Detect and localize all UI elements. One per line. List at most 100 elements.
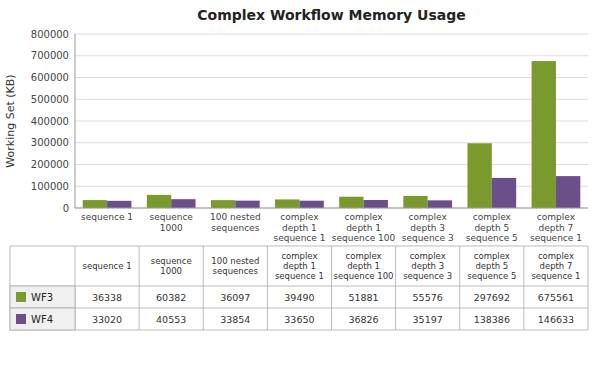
text-line: sequences — [213, 266, 259, 276]
bar — [467, 143, 491, 208]
text-line: sequence 5 — [466, 233, 518, 243]
y-tick-label: 700000 — [31, 50, 69, 61]
x-tick-label: complexdepth 7sequence 1 — [530, 212, 582, 243]
bar — [339, 197, 363, 208]
x-tick-label: sequence1000 — [150, 212, 194, 233]
text-line: depth 3 — [410, 223, 445, 233]
title: Complex Workflow Memory Usage — [197, 7, 465, 23]
text-line: complex — [473, 212, 512, 222]
table-value: 36826 — [348, 314, 378, 325]
y-tick-label: 100000 — [31, 181, 69, 192]
table-header: sequence1000 — [151, 256, 192, 276]
x-axis-line — [75, 208, 588, 209]
bar — [107, 201, 131, 208]
table-header: sequence 1 — [83, 261, 132, 271]
text-line: sequence 1 — [81, 212, 133, 222]
table-border — [10, 246, 588, 330]
table-row-line — [10, 286, 588, 287]
y-axis-label: Working Set (KB) — [4, 74, 17, 167]
text-line: complex — [537, 212, 576, 222]
bar — [171, 199, 195, 208]
legend-swatch — [16, 292, 26, 302]
text-line: sequence 100 — [332, 233, 396, 243]
y-tick-label: 0 — [63, 203, 69, 214]
x-tick-label: complexdepth 1sequence 100 — [332, 212, 396, 243]
grid-line — [75, 34, 588, 35]
text-line: depth 7 — [539, 223, 574, 233]
bar — [532, 61, 556, 208]
text-line: complex — [281, 251, 317, 261]
table-col-line — [395, 246, 396, 330]
table-col-line — [203, 246, 204, 330]
table-header: complexdepth 3sequence 3 — [403, 251, 452, 281]
table-value: 36338 — [92, 292, 122, 303]
table-col-line — [459, 246, 460, 330]
text-line: complex — [410, 251, 446, 261]
text-line: 100 nested — [211, 256, 259, 266]
text-line: depth 1 — [347, 261, 380, 271]
text-line: complex — [538, 251, 574, 261]
table-header: complexdepth 5sequence 5 — [467, 251, 516, 281]
table-col-line — [523, 246, 524, 330]
x-tick-label: 100 nestedsequences — [210, 212, 261, 233]
legend-label: WF3 — [31, 292, 53, 303]
y-tick-label: 400000 — [31, 116, 69, 127]
text-line: sequence — [150, 212, 194, 222]
text-line: sequence 1 — [530, 233, 582, 243]
table-col-line — [267, 246, 268, 330]
grid-line — [75, 55, 588, 56]
table-value: 35197 — [413, 314, 443, 325]
y-tick-label: 800000 — [31, 29, 69, 40]
bar — [403, 196, 427, 208]
legend-cell — [10, 308, 75, 330]
text-line: sequence 1 — [83, 261, 132, 271]
table-value: 60382 — [156, 292, 186, 303]
bar — [235, 201, 259, 208]
bar — [492, 178, 516, 208]
grid-line — [75, 121, 588, 122]
table-value: 297692 — [474, 292, 510, 303]
x-tick-label: sequence 1 — [81, 212, 133, 222]
text-line: depth 1 — [283, 261, 316, 271]
table-header: 100 nestedsequences — [211, 256, 259, 276]
grid-line — [75, 208, 588, 209]
y-tick-label: 500000 — [31, 94, 69, 105]
text-line: sequence 1 — [275, 271, 324, 281]
text-line: depth 5 — [474, 223, 509, 233]
bar — [147, 195, 171, 208]
table-value: 55576 — [413, 292, 443, 303]
bars — [83, 61, 581, 208]
table-header: complexdepth 7sequence 1 — [531, 251, 580, 281]
table-value: 675561 — [538, 292, 574, 303]
table-value: 51881 — [348, 292, 378, 303]
table-value: 40553 — [156, 314, 186, 325]
table-row-line — [10, 308, 588, 309]
table-header: complexdepth 1sequence 100 — [334, 251, 394, 281]
bar — [364, 200, 388, 208]
grid-line — [75, 142, 588, 143]
grid-line — [75, 164, 588, 165]
x-tick-label: complexdepth 5sequence 5 — [466, 212, 518, 243]
grid-line — [75, 99, 588, 100]
text-line: sequences — [211, 223, 259, 233]
text-line: sequence 1 — [531, 271, 580, 281]
table-value: 39490 — [284, 292, 314, 303]
text-line: sequence — [151, 256, 192, 266]
text-line: depth 1 — [346, 223, 381, 233]
table-value: 36097 — [220, 292, 250, 303]
bar — [428, 200, 452, 208]
bar — [556, 176, 580, 208]
text-line: 100 nested — [210, 212, 261, 222]
bar — [211, 200, 235, 208]
text-line: sequence 5 — [467, 271, 516, 281]
text-line: 1000 — [160, 266, 182, 276]
text-line: depth 5 — [475, 261, 508, 271]
text-line: complex — [280, 212, 319, 222]
x-tick-label: complexdepth 1sequence 1 — [273, 212, 325, 243]
table-value: 33650 — [284, 314, 314, 325]
legend-label: WF4 — [31, 314, 53, 325]
text-line: sequence 100 — [334, 271, 394, 281]
text-line: depth 3 — [411, 261, 444, 271]
table-header: complexdepth 1sequence 1 — [275, 251, 324, 281]
text-line: sequence 3 — [403, 271, 452, 281]
